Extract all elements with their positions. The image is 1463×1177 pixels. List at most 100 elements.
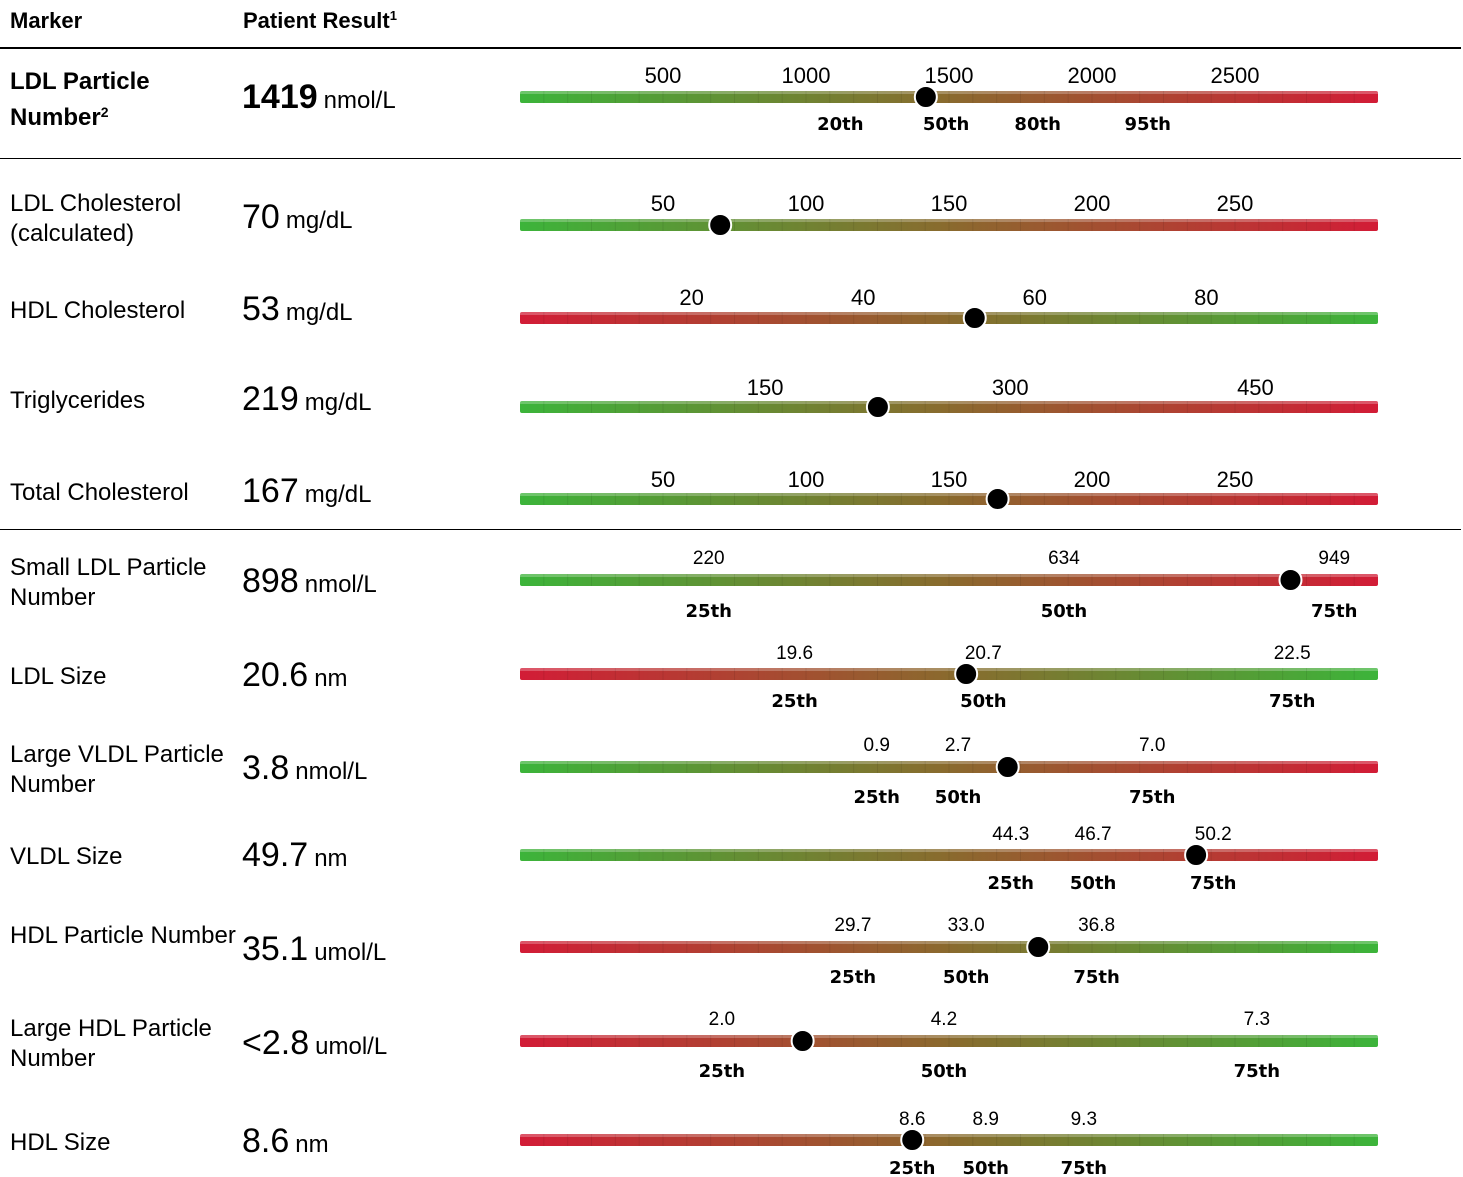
header-divider <box>0 47 1461 49</box>
percentile-label: 50th <box>1070 873 1116 894</box>
marker-name-triglycerides: Triglycerides <box>10 386 238 416</box>
tick-label: 46.7 <box>1075 824 1112 845</box>
marker-text: LDL Particle Number <box>10 68 150 131</box>
tick-label: 1000 <box>782 63 831 88</box>
result-ldl-cholesterol-calculated: 70 mg/dL <box>242 198 353 237</box>
gauge-bar-highlight <box>520 219 1378 222</box>
result-column-header: Patient Result1 <box>243 8 397 33</box>
tick-label: 150 <box>747 375 784 400</box>
tick-label: 20.7 <box>965 643 1002 664</box>
percentile-label: 75th <box>1311 601 1357 622</box>
marker-text: HDL Size <box>10 1129 111 1156</box>
result-unit: umol/L <box>314 939 387 966</box>
result-value: 70 <box>242 198 280 236</box>
gauge-bar <box>520 574 1378 586</box>
tick-label: 19.6 <box>776 643 813 664</box>
gauge-bar-highlight <box>520 401 1378 404</box>
percentile-label: 75th <box>1073 967 1119 988</box>
marker-text: HDL Particle Number <box>10 922 236 949</box>
patient-value-dot <box>954 662 979 686</box>
gauge-bar-highlight <box>520 849 1378 852</box>
percentile-label: 50th <box>943 967 989 988</box>
result-value: 167 <box>242 472 299 510</box>
tick-label: 2000 <box>1068 63 1117 88</box>
tick-label: 100 <box>788 191 825 216</box>
gauge-bar-highlight <box>520 574 1378 577</box>
tick-label: 33.0 <box>948 915 985 936</box>
tick-label: 0.9 <box>864 735 890 756</box>
result-unit: mg/dL <box>285 207 353 234</box>
result-value: 20.6 <box>242 656 309 694</box>
percentile-label: 25th <box>854 787 900 808</box>
tick-label: 200 <box>1074 191 1111 216</box>
tick-label: 60 <box>1023 285 1047 310</box>
gauge-bar <box>520 761 1378 773</box>
gauge-bar <box>520 401 1378 413</box>
tick-label: 7.0 <box>1139 735 1165 756</box>
percentile-label: 50th <box>923 114 969 135</box>
result-value: 219 <box>242 380 299 418</box>
patient-value-dot <box>962 306 987 330</box>
percentile-label: 75th <box>1129 787 1175 808</box>
tick-label: 250 <box>1217 191 1254 216</box>
result-value: 35.1 <box>242 930 309 968</box>
gauge-bar-highlight <box>520 941 1378 944</box>
result-hdl-particle-number: 35.1 umol/L <box>242 930 386 969</box>
gauge-bar <box>520 1035 1378 1047</box>
result-unit: nm <box>314 845 348 872</box>
marker-name-hdl-particle-number: HDL Particle Number <box>10 921 238 951</box>
tick-label: 50.2 <box>1195 824 1232 845</box>
result-vldl-size: 49.7 nm <box>242 836 348 875</box>
result-large-vldl-particle-number: 3.8 nmol/L <box>242 749 367 788</box>
marker-text: LDL Cholesterol (calculated) <box>10 190 182 247</box>
marker-name-small-ldl-particle-number: Small LDL Particle Number <box>10 553 238 613</box>
gauge-bar <box>520 219 1378 231</box>
tick-label: 44.3 <box>992 824 1029 845</box>
patient-value-dot <box>708 213 733 237</box>
patient-value-dot <box>1278 568 1303 592</box>
gauge-bar <box>520 941 1378 953</box>
result-value: 53 <box>242 290 280 328</box>
result-triglycerides: 219 mg/dL <box>242 380 371 419</box>
result-footnote-mark: 1 <box>389 8 397 23</box>
gauge-bar <box>520 849 1378 861</box>
result-total-cholesterol: 167 mg/dL <box>242 472 371 511</box>
percentile-label: 50th <box>960 691 1006 712</box>
tick-label: 220 <box>693 548 725 569</box>
patient-value-dot <box>1184 843 1209 867</box>
tick-label: 80 <box>1194 285 1218 310</box>
marker-text: Small LDL Particle Number <box>10 554 207 611</box>
tick-label: 450 <box>1237 375 1274 400</box>
gauge-bar-highlight <box>520 761 1378 764</box>
percentile-label: 95th <box>1125 114 1171 135</box>
marker-name-ldl-size: LDL Size <box>10 662 238 692</box>
tick-label: 22.5 <box>1274 643 1311 664</box>
tick-label: 20 <box>679 285 703 310</box>
percentile-label: 25th <box>830 967 876 988</box>
gauge-bar <box>520 91 1378 103</box>
result-small-ldl-particle-number: 898 nmol/L <box>242 562 377 601</box>
marker-name-vldl-size: VLDL Size <box>10 842 238 872</box>
result-unit: mg/dL <box>304 481 372 508</box>
percentile-label: 75th <box>1061 1158 1107 1177</box>
result-ldl-particle-number: 1419 nmol/L <box>242 78 396 117</box>
tick-label: 29.7 <box>834 915 871 936</box>
result-value: 898 <box>242 562 299 600</box>
percentile-label: 25th <box>699 1061 745 1082</box>
marker-footnote-mark: 2 <box>100 104 109 120</box>
result-value: 1419 <box>242 78 318 116</box>
tick-label: 40 <box>851 285 875 310</box>
result-unit: mg/dL <box>304 389 372 416</box>
tick-label: 1500 <box>925 63 974 88</box>
tick-label: 8.9 <box>973 1109 999 1130</box>
tick-label: 7.3 <box>1244 1009 1270 1030</box>
marker-name-large-hdl-particle-number: Large HDL Particle Number <box>10 1014 238 1074</box>
tick-label: 50 <box>651 191 675 216</box>
patient-value-dot <box>790 1029 815 1053</box>
